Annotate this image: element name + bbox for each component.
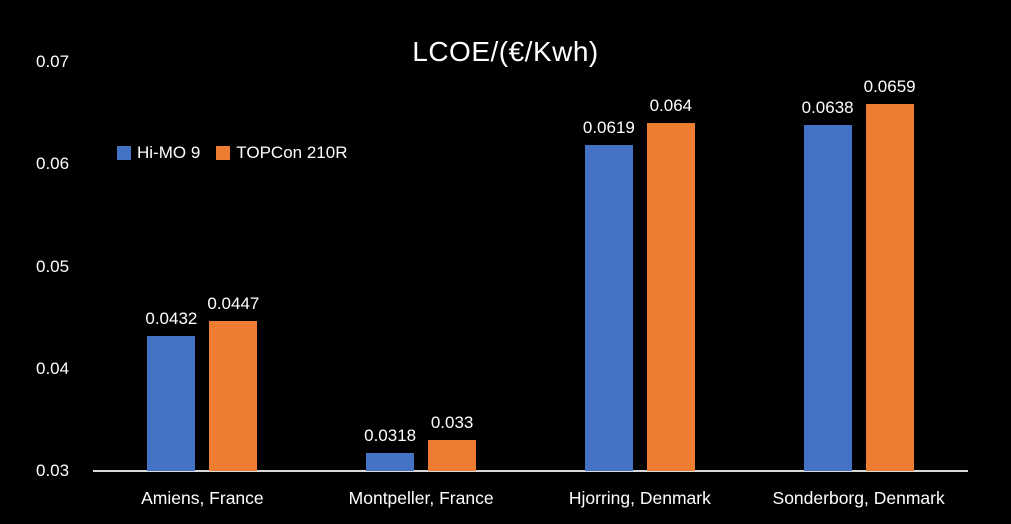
data-label: 0.0318 (364, 425, 417, 445)
y-axis-tick-label: 0.03 (36, 461, 70, 480)
y-axis-tick-label: 0.07 (36, 52, 70, 71)
legend-item-hi-mo-9: Hi-MO 9 (117, 143, 200, 163)
bar-hi-mo-9-group-4 (803, 125, 852, 471)
x-category-label: Montpeller, France (348, 488, 494, 508)
y-axis-tick-label: 0.04 (36, 358, 70, 378)
data-label: 0.0432 (145, 309, 198, 329)
data-label: 0.0447 (207, 293, 260, 313)
x-category-label: Amiens, France (141, 488, 264, 508)
data-label: 0.0638 (801, 98, 854, 118)
x-axis-line (93, 470, 968, 472)
legend-swatch-blue-icon (117, 146, 131, 160)
bar-topcon-210r-group-1 (209, 320, 258, 471)
legend-item-topcon-210r: TOPCon 210R (216, 143, 347, 163)
x-category-label: Hjorring, Denmark (568, 488, 711, 508)
legend-label-topcon-210r: TOPCon 210R (236, 143, 348, 162)
data-label: 0.064 (649, 96, 693, 116)
legend-swatch-orange-icon (216, 146, 231, 160)
legend-label-hi-mo-9: Hi-MO 9 (137, 143, 201, 162)
bar-hi-mo-9-group-2 (366, 452, 415, 471)
y-axis-tick-label: 0.05 (36, 256, 70, 276)
bar-topcon-210r-group-4 (865, 103, 914, 471)
data-label: 0.0619 (582, 117, 635, 137)
legend: Hi-MO 9 TOPCon 210R (117, 143, 347, 163)
x-category-label: Sonderborg, Denmark (772, 488, 945, 508)
data-label: 0.0659 (863, 76, 916, 96)
chart-title: LCOE/(€/Kwh) (412, 36, 599, 67)
bar-hi-mo-9-group-1 (147, 336, 196, 471)
bar-hi-mo-9-group-3 (584, 144, 633, 471)
bar-topcon-210r-group-3 (646, 123, 695, 471)
data-label: 0.033 (430, 413, 474, 433)
bar-topcon-210r-group-2 (428, 440, 477, 471)
y-axis-tick-label: 0.06 (36, 154, 70, 174)
